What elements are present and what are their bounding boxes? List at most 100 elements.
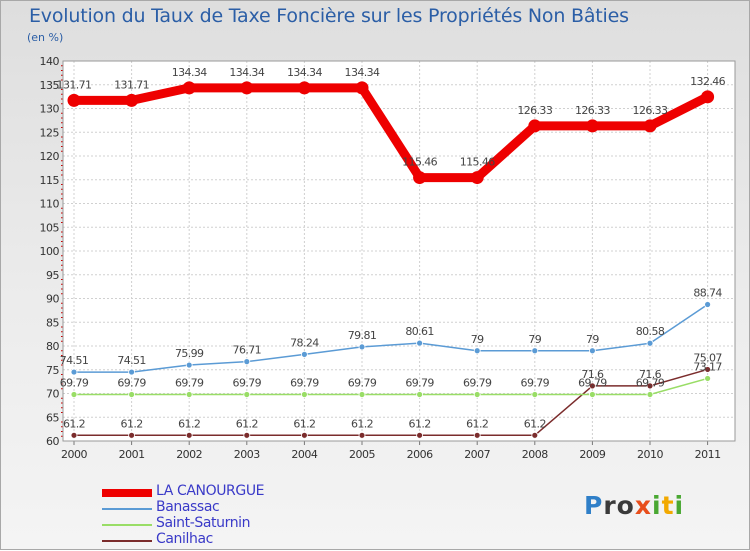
data-point-canilhac — [589, 382, 596, 390]
series-line-banassac — [73, 303, 709, 373]
data-point-banassac — [473, 347, 481, 355]
y-tick-label: 60 — [46, 435, 59, 448]
data-point-banassac — [243, 358, 251, 366]
y-tick-label: 110 — [40, 198, 60, 211]
data-label-la-canourgue: 132.46 — [690, 75, 725, 88]
y-tick-label: 95 — [46, 269, 59, 282]
data-label-saint-saturnin: 73.17 — [693, 360, 722, 373]
y-tick-label: 120 — [40, 150, 60, 163]
data-point-saint-saturnin — [416, 391, 424, 398]
data-label-banassac: 80.61 — [405, 325, 434, 338]
data-point-la-canourgue — [585, 119, 599, 133]
logo-letter: i — [674, 491, 685, 520]
data-label-canilhac: 61.2 — [236, 417, 258, 430]
data-point-canilhac — [128, 431, 136, 439]
y-tick-label: 80 — [46, 340, 59, 353]
data-label-la-canourgue: 126.33 — [633, 104, 668, 117]
data-label-canilhac: 71.6 — [581, 368, 604, 381]
data-point-canilhac — [358, 431, 366, 439]
y-tick-label: 105 — [40, 221, 60, 234]
legend-label-saint-saturnin: Saint-Saturnin — [156, 515, 251, 531]
series-line-canilhac — [73, 368, 709, 437]
data-point-canilhac — [185, 431, 193, 439]
data-point-saint-saturnin — [300, 391, 308, 398]
data-point-la-canourgue — [355, 81, 369, 95]
data-label-la-canourgue: 115.46 — [460, 156, 495, 169]
y-tick-label: 65 — [46, 411, 59, 424]
data-point-canilhac — [704, 366, 711, 373]
logo-letter: t — [661, 491, 675, 520]
data-label-la-canourgue: 115.46 — [402, 156, 437, 169]
data-point-banassac — [358, 343, 366, 351]
data-point-la-canourgue — [643, 119, 657, 133]
legend-item-saint-saturnin: Saint-Saturnin — [101, 515, 361, 533]
data-point-canilhac — [70, 431, 78, 439]
data-label-banassac: 79 — [528, 333, 541, 346]
data-label-saint-saturnin: 69.79 — [521, 376, 550, 389]
x-tick-label: 2000 — [61, 448, 87, 461]
data-label-canilhac: 71.6 — [639, 368, 662, 381]
data-point-banassac — [128, 368, 136, 376]
x-tick-label: 2001 — [119, 448, 145, 461]
y-tick-label: 85 — [46, 316, 59, 329]
data-label-banassac: 79.81 — [348, 329, 377, 342]
data-point-la-canourgue — [413, 171, 427, 185]
y-tick-label: 75 — [46, 364, 59, 377]
data-point-la-canourgue — [297, 81, 311, 95]
data-point-canilhac — [646, 382, 654, 390]
data-label-la-canourgue: 134.34 — [345, 66, 380, 79]
legend-item-la-canourgue: LA CANOURGUE — [101, 483, 361, 501]
x-tick-label: 2005 — [349, 448, 375, 461]
data-label-banassac: 74.51 — [117, 354, 146, 367]
chart-subtitle: (en %) — [27, 31, 64, 44]
chart-title: Evolution du Taux de Taxe Foncière sur l… — [29, 5, 629, 27]
legend-item-canilhac: Canilhac — [101, 531, 361, 549]
data-point-la-canourgue — [470, 171, 484, 185]
data-point-la-canourgue — [701, 90, 715, 104]
x-tick-label: 2003 — [234, 448, 260, 461]
data-label-la-canourgue: 131.71 — [57, 78, 92, 91]
data-point-canilhac — [243, 431, 251, 439]
data-point-saint-saturnin — [589, 391, 596, 398]
data-point-la-canourgue — [182, 81, 196, 95]
data-point-la-canourgue — [528, 119, 542, 133]
data-label-saint-saturnin: 69.79 — [405, 376, 434, 389]
y-tick-label: 100 — [40, 245, 60, 258]
data-label-la-canourgue: 134.34 — [229, 66, 264, 79]
data-label-la-canourgue: 126.33 — [575, 104, 610, 117]
data-label-banassac: 78.24 — [290, 336, 319, 349]
x-tick-label: 2009 — [579, 448, 605, 461]
data-point-saint-saturnin — [704, 375, 711, 382]
data-point-banassac — [185, 361, 193, 369]
data-label-banassac: 79 — [471, 333, 484, 346]
logo-letter: i — [652, 491, 662, 520]
legend-swatch-saint-saturnin — [102, 524, 152, 526]
data-label-la-canourgue: 126.33 — [517, 104, 552, 117]
data-point-canilhac — [531, 431, 539, 439]
data-label-saint-saturnin: 69.79 — [233, 376, 262, 389]
legend-item-banassac: Banassac — [101, 499, 361, 517]
legend-label-banassac: Banassac — [156, 499, 220, 515]
data-point-la-canourgue — [125, 93, 139, 107]
data-point-canilhac — [416, 431, 424, 439]
data-label-banassac: 75.99 — [175, 347, 204, 360]
series-line-saint-saturnin — [73, 377, 709, 396]
data-point-saint-saturnin — [531, 391, 539, 398]
data-label-canilhac: 61.2 — [63, 417, 85, 430]
proxiti-logo: Proxiti — [584, 491, 684, 520]
data-point-saint-saturnin — [185, 391, 193, 398]
logo-letter: r — [603, 491, 617, 520]
y-tick-label: 90 — [46, 293, 59, 306]
x-tick-label: 2004 — [291, 448, 317, 461]
data-label-canilhac: 61.2 — [466, 417, 488, 430]
data-point-saint-saturnin — [128, 391, 136, 398]
data-point-banassac — [589, 347, 596, 355]
x-tick-label: 2010 — [637, 448, 663, 461]
data-label-la-canourgue: 131.71 — [114, 78, 149, 91]
data-label-saint-saturnin: 69.79 — [463, 376, 492, 389]
data-label-saint-saturnin: 69.79 — [578, 376, 607, 389]
data-label-banassac: 79 — [586, 333, 599, 346]
data-label-canilhac: 61.2 — [409, 417, 431, 430]
